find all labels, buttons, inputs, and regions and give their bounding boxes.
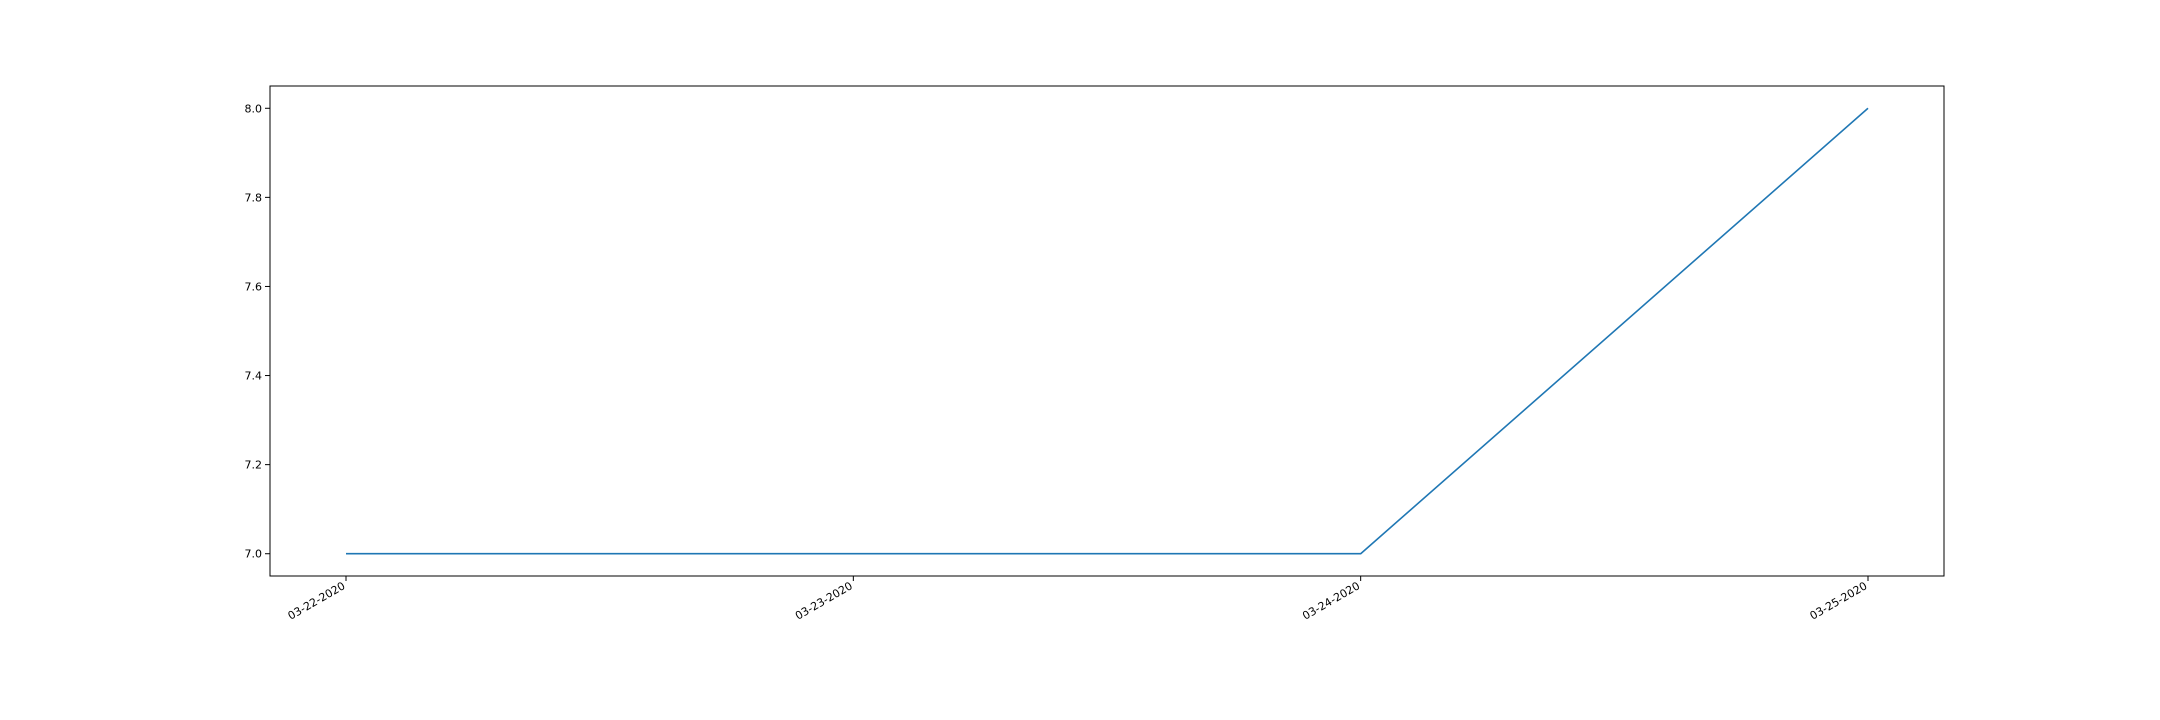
series-line-0 xyxy=(346,107,1869,555)
y-tick-label: 7.2 xyxy=(245,459,263,472)
y-tick-label: 7.8 xyxy=(245,191,263,204)
y-tick-label: 7.4 xyxy=(245,370,263,383)
y-tick-label: 8.0 xyxy=(245,102,263,115)
y-tick-label: 7.6 xyxy=(245,280,263,293)
plot-area xyxy=(346,107,1869,555)
axes-frame xyxy=(269,85,1945,577)
y-tick-label: 7.0 xyxy=(245,548,263,561)
y-axis: 7.0 7.2 7.4 7.6 7.8 8.0 xyxy=(245,102,270,561)
